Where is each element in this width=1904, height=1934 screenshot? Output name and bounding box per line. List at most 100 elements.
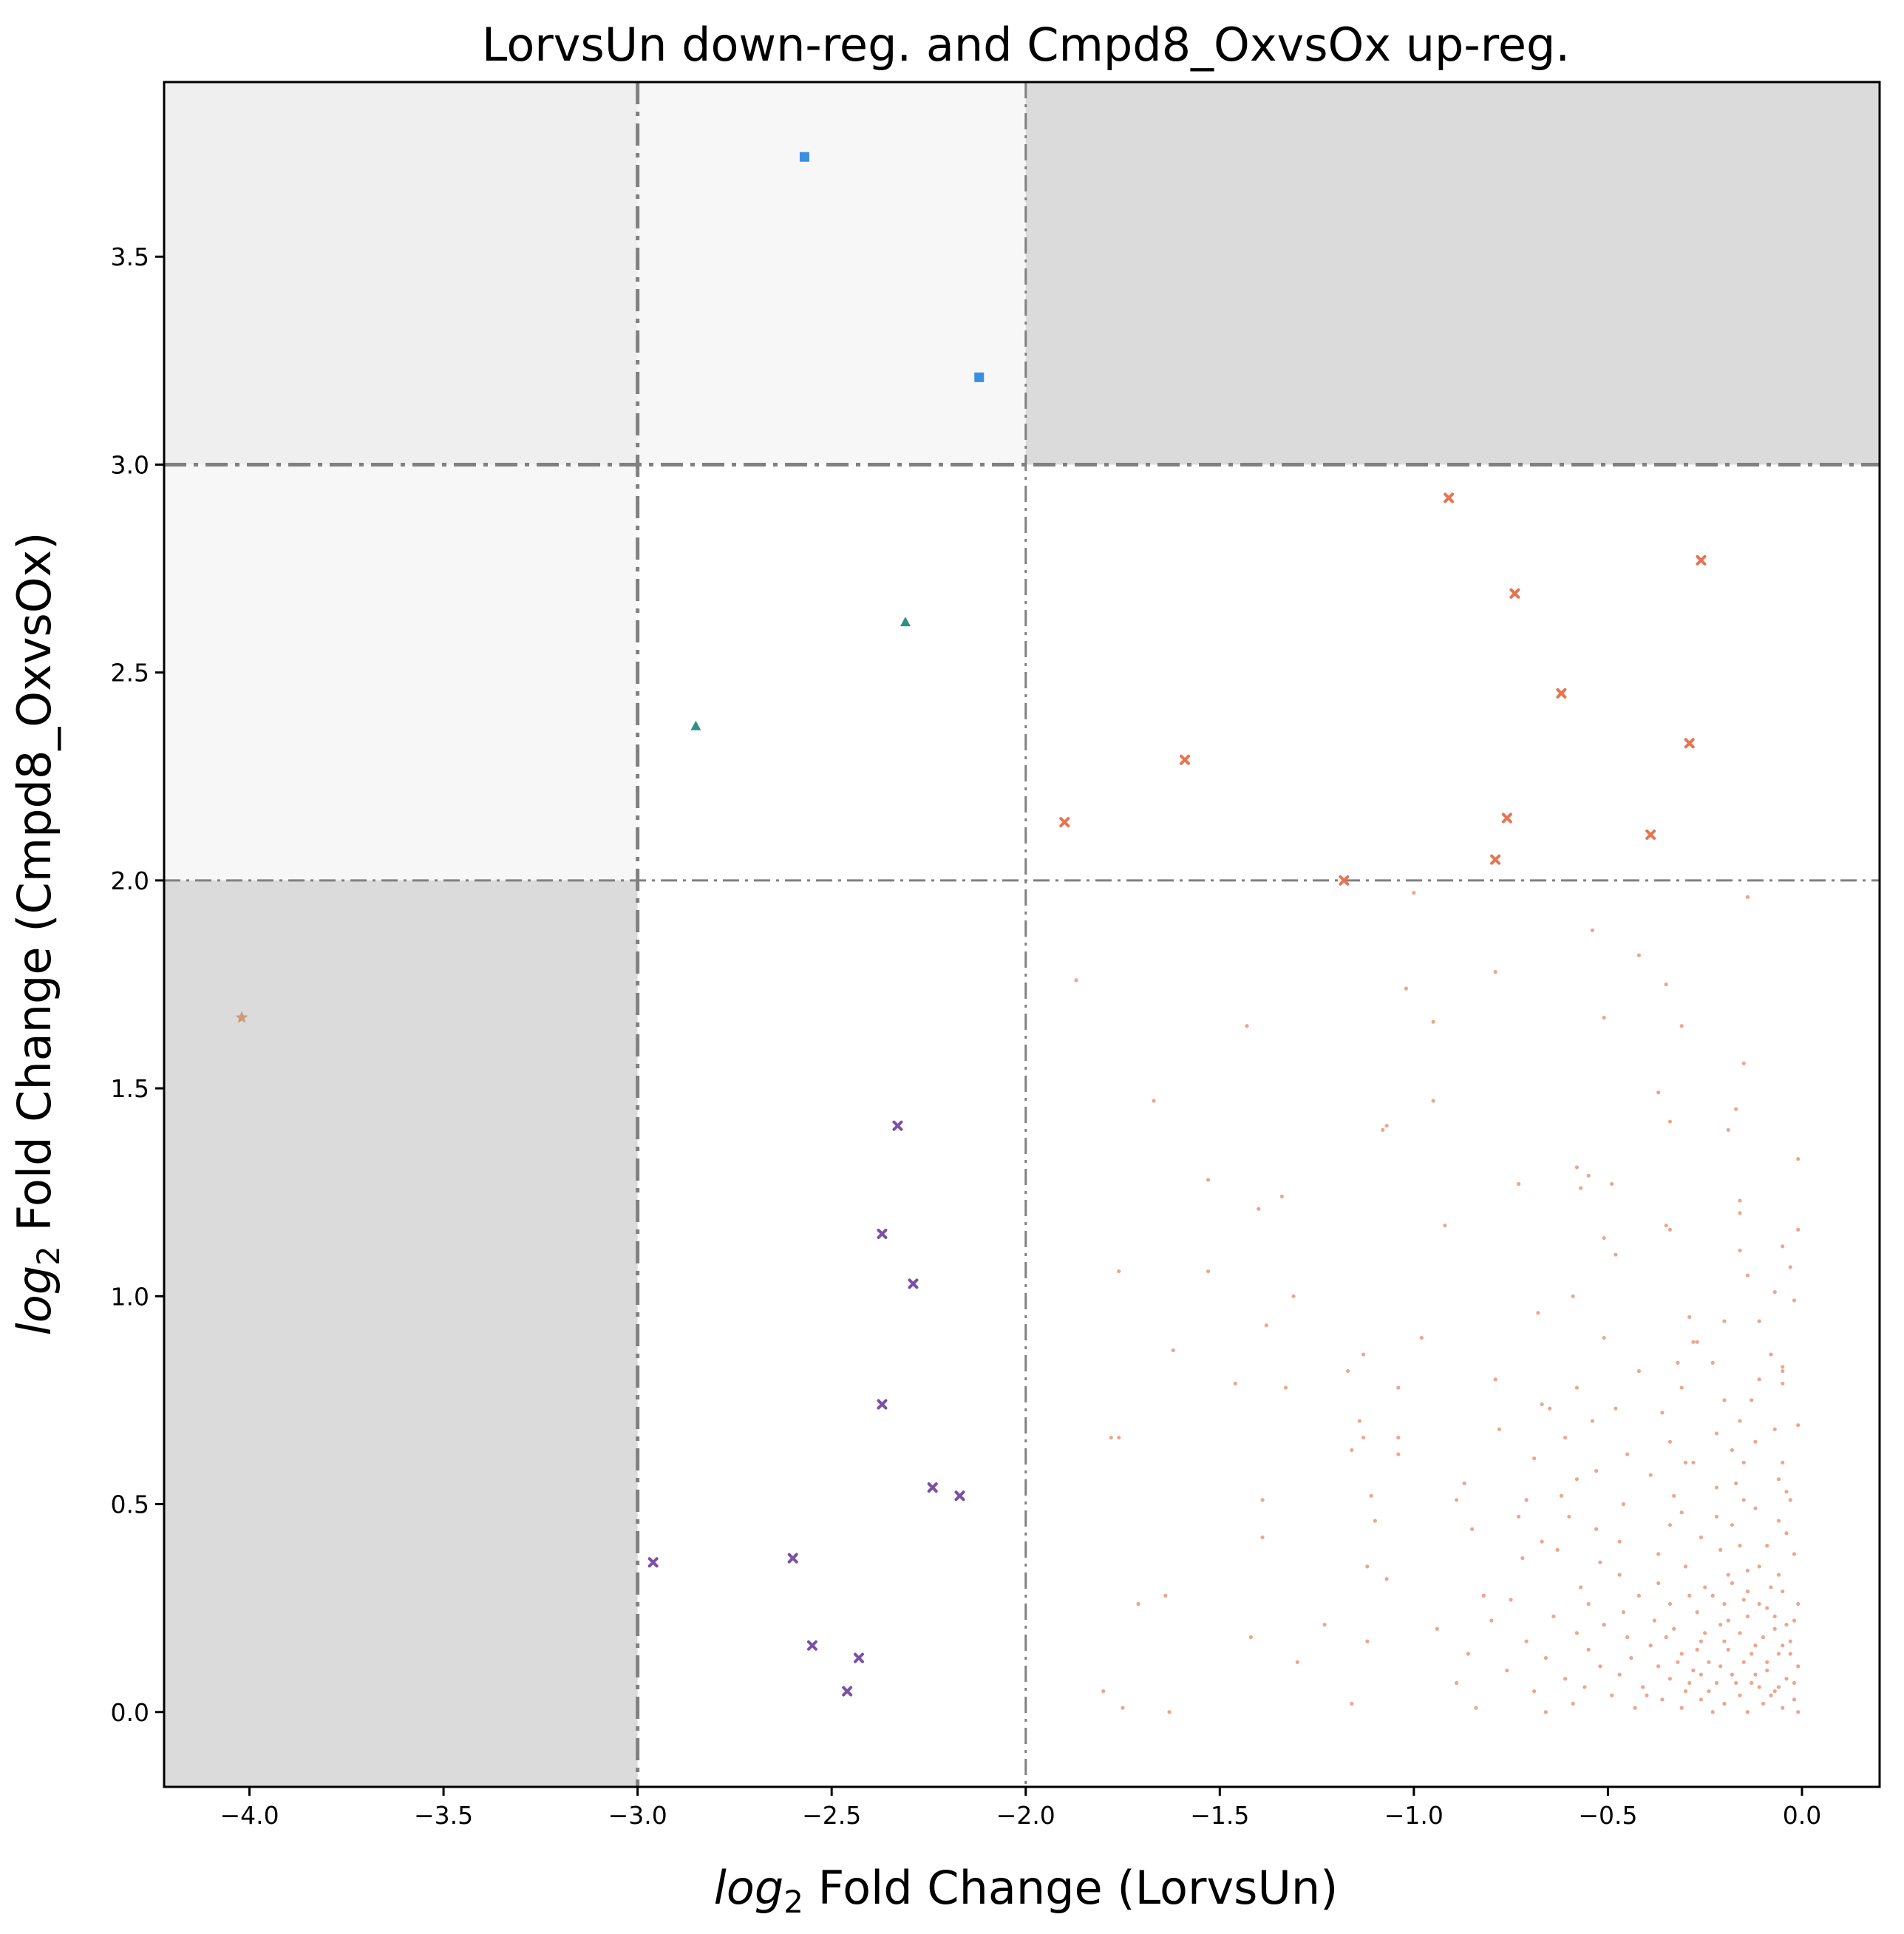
- data-point-x-3-0: [892, 1120, 903, 1131]
- data-point-dot-5-52: [1722, 1319, 1727, 1323]
- data-point-dot-5-9: [1431, 1019, 1435, 1024]
- data-point-dot-5-242: [1703, 1631, 1707, 1635]
- data-point-dot-5-14: [1431, 1099, 1435, 1103]
- data-point-dot-5-207: [1617, 1672, 1622, 1677]
- data-point-dot-5-99: [1741, 1460, 1746, 1465]
- data-point-dot-5-139: [1718, 1547, 1723, 1553]
- x-axis-label-suffix: Fold Change (LorvsUn): [803, 1861, 1338, 1915]
- data-point-dot-5-257: [1772, 1614, 1777, 1618]
- data-point-dot-5-71: [1283, 1385, 1288, 1390]
- data-point-dot-5-0: [1412, 891, 1416, 895]
- data-point-dot-5-213: [1714, 1680, 1719, 1685]
- shaded-regions: [164, 82, 1880, 1787]
- data-point-dot-5-229: [1474, 1706, 1478, 1710]
- data-point-dot-5-241: [1726, 1618, 1730, 1623]
- data-point-x-2-1: [1696, 554, 1707, 566]
- data-point-dot-5-204: [1505, 1668, 1509, 1673]
- data-point-dot-5-186: [1524, 1639, 1529, 1643]
- data-point-dot-5-118: [1621, 1502, 1626, 1507]
- data-point-dot-5-135: [1765, 1544, 1769, 1548]
- data-point-dot-5-230: [1633, 1706, 1637, 1710]
- data-point-triangle-1-1: [690, 720, 701, 730]
- data-point-dot-5-208: [1563, 1677, 1568, 1681]
- data-point-dot-5-165: [1765, 1606, 1769, 1610]
- data-point-dot-5-54: [1419, 1335, 1424, 1340]
- data-point-dot-5-127: [1373, 1519, 1377, 1523]
- data-point-dot-5-148: [1726, 1572, 1730, 1577]
- data-point-dot-5-86: [1714, 1431, 1719, 1436]
- data-point-dot-5-67: [1781, 1368, 1785, 1374]
- data-point-dot-5-85: [1796, 1423, 1801, 1428]
- data-point-dot-5-264: [1710, 1593, 1715, 1598]
- data-point-dot-5-183: [1248, 1635, 1253, 1640]
- data-point-dot-5-170: [1551, 1614, 1556, 1618]
- shaded-region-2: [637, 82, 1026, 465]
- data-point-dot-5-12: [1741, 1061, 1746, 1065]
- data-point-dot-5-196: [1543, 1656, 1548, 1660]
- data-point-dot-5-209: [1784, 1677, 1789, 1681]
- y-tick-label-0: 0.0: [111, 1698, 149, 1727]
- data-point-dot-5-144: [1757, 1564, 1761, 1569]
- data-point-dot-5-140: [1656, 1552, 1661, 1556]
- data-point-dot-5-49: [1687, 1314, 1692, 1320]
- data-point-x-2-4: [1684, 738, 1695, 749]
- data-point-dot-5-145: [1365, 1564, 1370, 1569]
- data-point-dot-5-150: [1384, 1577, 1389, 1581]
- data-point-dot-5-62: [1233, 1381, 1237, 1386]
- data-point-dot-5-100: [1396, 1452, 1401, 1456]
- data-point-dot-5-91: [1667, 1439, 1673, 1444]
- x-axis-ticks: −4.0 −3.5 −3.0 −2.5 −2.0 −1.5 −1.0 −0.5 0.0: [220, 1787, 1821, 1830]
- data-point-dot-5-243: [1750, 1652, 1754, 1656]
- data-point-dot-5-130: [1470, 1527, 1475, 1531]
- data-point-dot-5-232: [1121, 1706, 1125, 1710]
- data-point-dot-5-155: [1745, 1589, 1750, 1594]
- data-point-dot-5-27: [1579, 1186, 1583, 1190]
- x-tick-label-7: −0.5: [1578, 1801, 1637, 1830]
- x-axis-label: log2 Fold Change (LorvsUn): [714, 1861, 1339, 1920]
- data-point-dot-5-164: [1667, 1601, 1673, 1606]
- y-tick-label-7: 3.5: [111, 242, 149, 271]
- data-point-dot-5-174: [1718, 1623, 1723, 1627]
- data-point-dot-5-225: [1761, 1701, 1766, 1706]
- data-point-dot-5-40: [1614, 1252, 1618, 1257]
- data-point-x-3-4: [927, 1482, 938, 1493]
- data-point-star-4-0: [235, 1011, 248, 1023]
- data-point-x-2-5: [1180, 754, 1191, 765]
- data-point-dot-5-158: [1687, 1593, 1692, 1598]
- data-point-dot-5-125: [1776, 1519, 1781, 1523]
- data-point-dot-5-162: [1722, 1601, 1727, 1606]
- data-point-dot-5-133: [1617, 1539, 1622, 1544]
- data-point-dot-5-115: [1455, 1498, 1459, 1502]
- data-point-triangle-1-0: [900, 617, 911, 627]
- data-point-dot-5-221: [1610, 1693, 1614, 1697]
- x-tick-label-2: −3.0: [608, 1801, 667, 1830]
- data-point-dot-5-224: [1660, 1697, 1665, 1702]
- data-point-dot-5-20: [1726, 1127, 1730, 1132]
- data-point-dot-5-212: [1455, 1680, 1459, 1685]
- data-point-dot-5-123: [1567, 1514, 1571, 1519]
- data-point-dot-5-104: [1776, 1477, 1781, 1482]
- data-point-dot-5-157: [1636, 1593, 1642, 1598]
- data-point-dot-5-152: [1703, 1585, 1707, 1589]
- x-tick-label-4: −2.0: [996, 1801, 1055, 1830]
- data-point-dot-5-28: [1279, 1194, 1284, 1198]
- data-point-x-2-2: [1509, 588, 1520, 599]
- shaded-region-0: [164, 82, 638, 465]
- data-point-dot-5-105: [1648, 1473, 1653, 1477]
- shaded-region-1: [164, 464, 638, 881]
- x-tick-label-0: −4.0: [220, 1801, 279, 1830]
- data-point-dot-5-56: [1695, 1340, 1699, 1344]
- y-axis-label-subscript: 2: [30, 1246, 67, 1266]
- data-point-dot-5-90: [1396, 1435, 1401, 1440]
- y-axis-label-suffix: Fold Change (Cmpd8_OxvsOx): [7, 532, 61, 1246]
- data-point-dot-5-108: [1462, 1481, 1466, 1486]
- data-point-x-3-10: [842, 1686, 853, 1697]
- data-point-dot-5-1: [1745, 895, 1750, 899]
- data-point-dot-5-169: [1745, 1614, 1750, 1618]
- data-point-dot-5-153: [1579, 1585, 1583, 1589]
- threshold-lines: [164, 82, 1880, 1787]
- data-point-dot-5-102: [1594, 1468, 1599, 1473]
- data-point-dot-5-252: [1741, 1598, 1746, 1602]
- data-point-dot-5-188: [1648, 1643, 1653, 1648]
- data-point-dot-5-233: [1679, 1706, 1684, 1710]
